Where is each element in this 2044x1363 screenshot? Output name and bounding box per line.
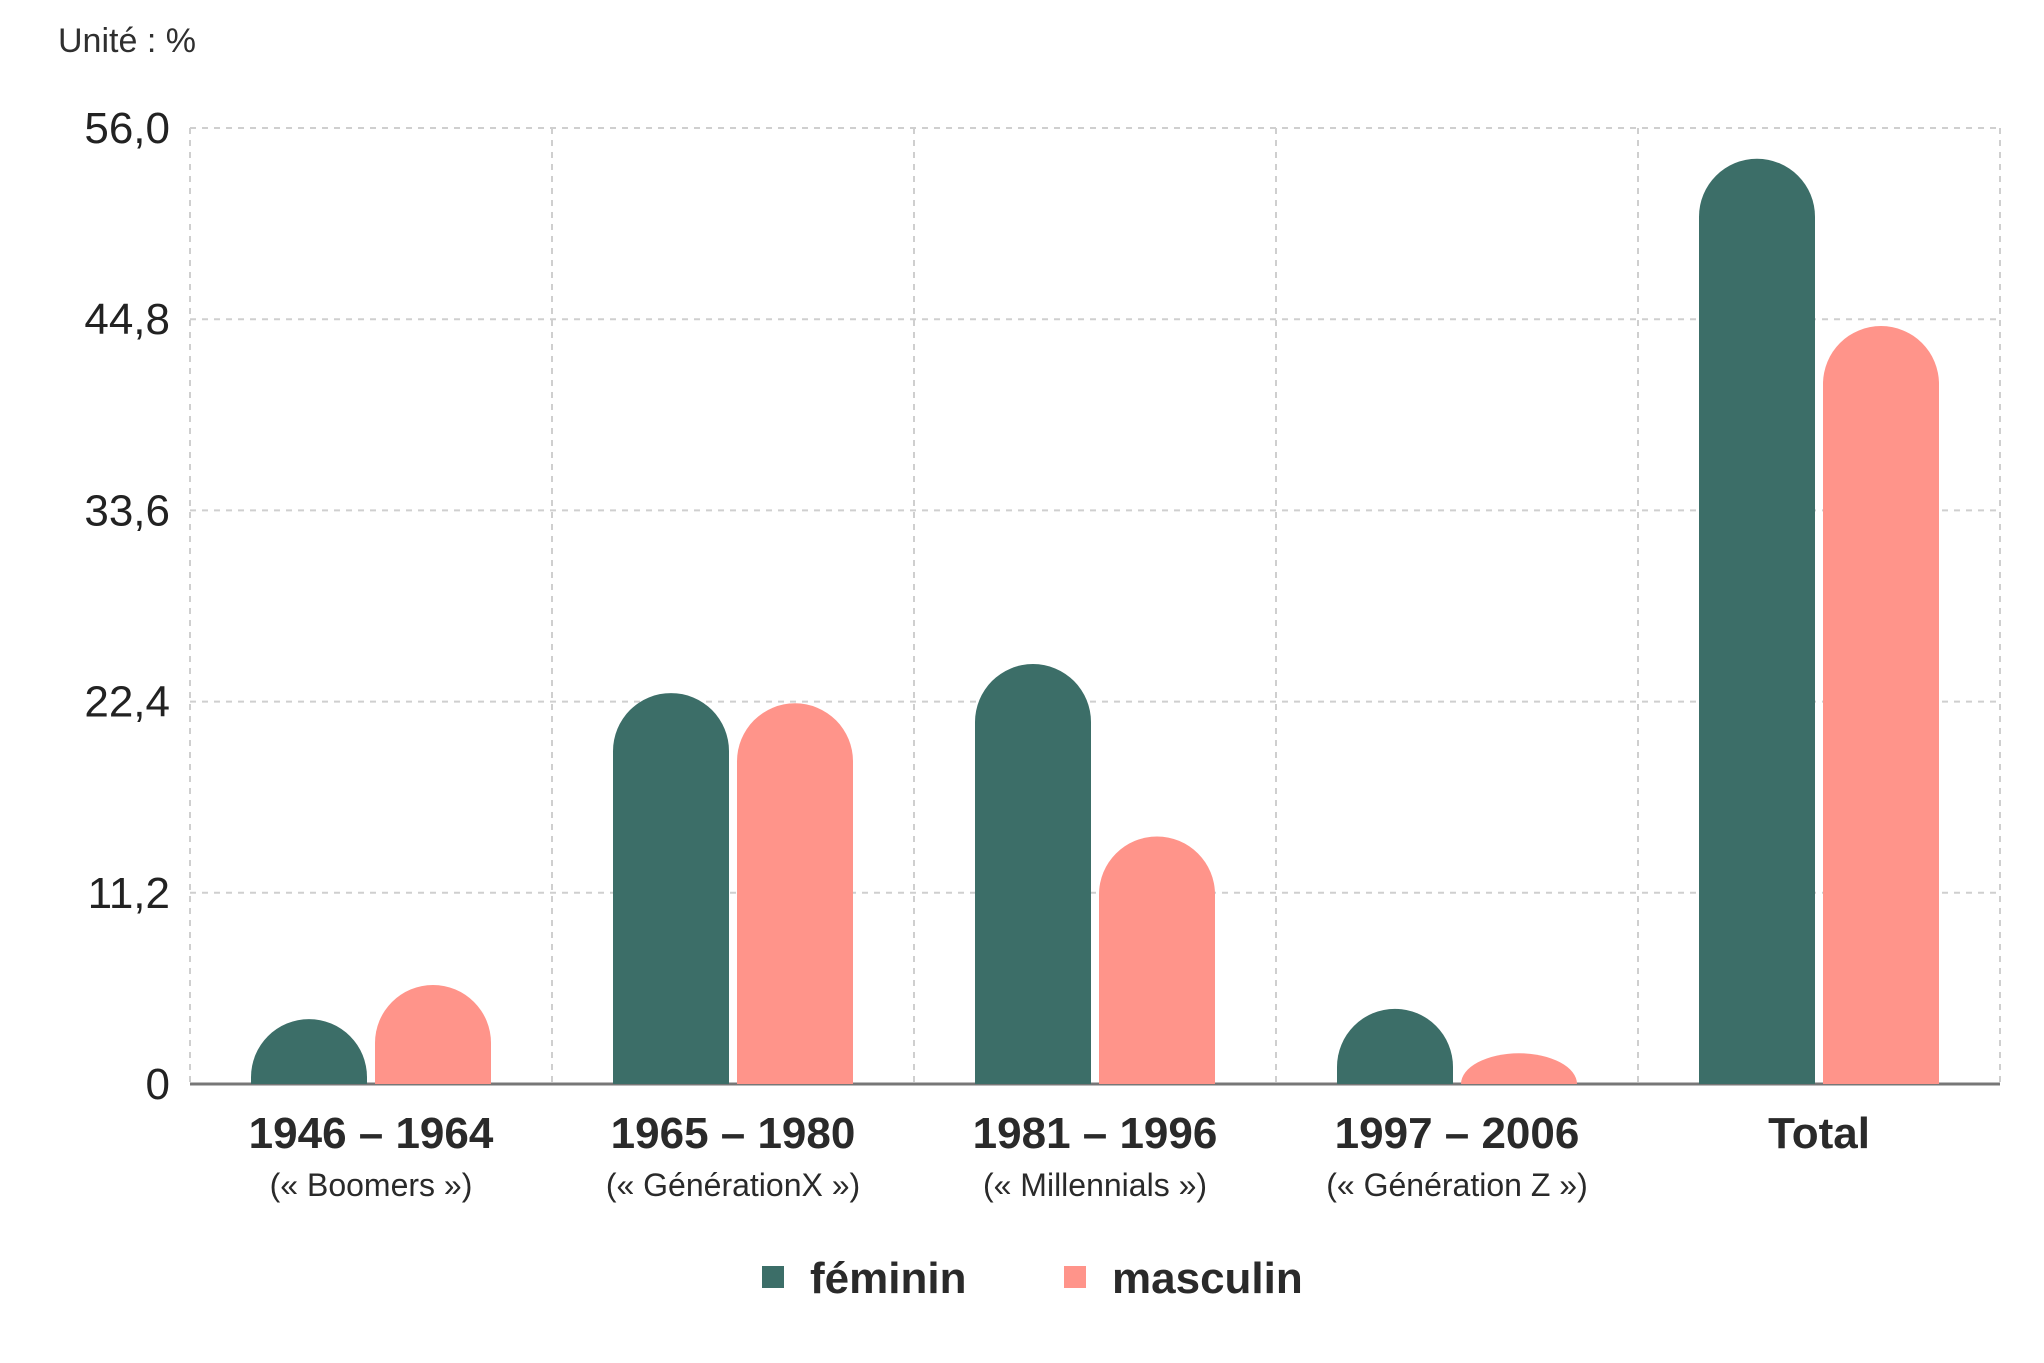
bar-féminin-2: [975, 664, 1091, 1084]
x-category-label: 1997 – 2006: [1335, 1109, 1580, 1158]
x-category-label: Total: [1768, 1109, 1870, 1158]
legend-swatch-féminin: [762, 1266, 784, 1288]
x-category-sublabel: (« Génération Z »): [1326, 1167, 1587, 1203]
bar-féminin-3: [1337, 1008, 1453, 1084]
x-category-label: 1946 – 1964: [249, 1109, 494, 1158]
y-tick-label: 11,2: [88, 869, 170, 918]
bar-masculin-1: [737, 703, 853, 1084]
y-axis-ticks: 0 11,2 22,4 33,6 44,8 56,0: [84, 104, 170, 1109]
x-category-sublabel: (« GénérationX »): [606, 1167, 860, 1203]
y-tick-label: 44,8: [84, 295, 170, 344]
legend-label-féminin: féminin: [810, 1254, 966, 1303]
bar-féminin-0: [251, 1019, 367, 1084]
y-tick-label: 22,4: [84, 678, 170, 727]
x-axis-labels: 1946 – 1964 (« Boomers ») 1965 – 1980 (« Gé…: [249, 1109, 1870, 1203]
bar-masculin-3: [1461, 1053, 1577, 1084]
bar-masculin-2: [1099, 836, 1215, 1084]
y-tick-label: 56,0: [84, 104, 170, 153]
bar-masculin-4: [1823, 326, 1939, 1084]
legend-label-masculin: masculin: [1112, 1254, 1303, 1303]
x-category-sublabel: (« Boomers »): [270, 1167, 473, 1203]
grid-lines: [189, 127, 2001, 1086]
bar-féminin-4: [1699, 158, 1815, 1084]
bars: [251, 158, 1939, 1084]
x-category-label: 1965 – 1980: [611, 1109, 856, 1158]
y-tick-label: 33,6: [84, 486, 170, 535]
legend-swatch-masculin: [1064, 1266, 1086, 1288]
legend: féminin masculin: [762, 1254, 1303, 1303]
x-category-label: 1981 – 1996: [973, 1109, 1218, 1158]
bar-masculin-0: [375, 984, 491, 1084]
y-tick-label: 0: [146, 1060, 170, 1109]
bar-féminin-1: [613, 693, 729, 1084]
unit-label: Unité : %: [58, 22, 196, 60]
x-category-sublabel: (« Millennials »): [983, 1167, 1207, 1203]
